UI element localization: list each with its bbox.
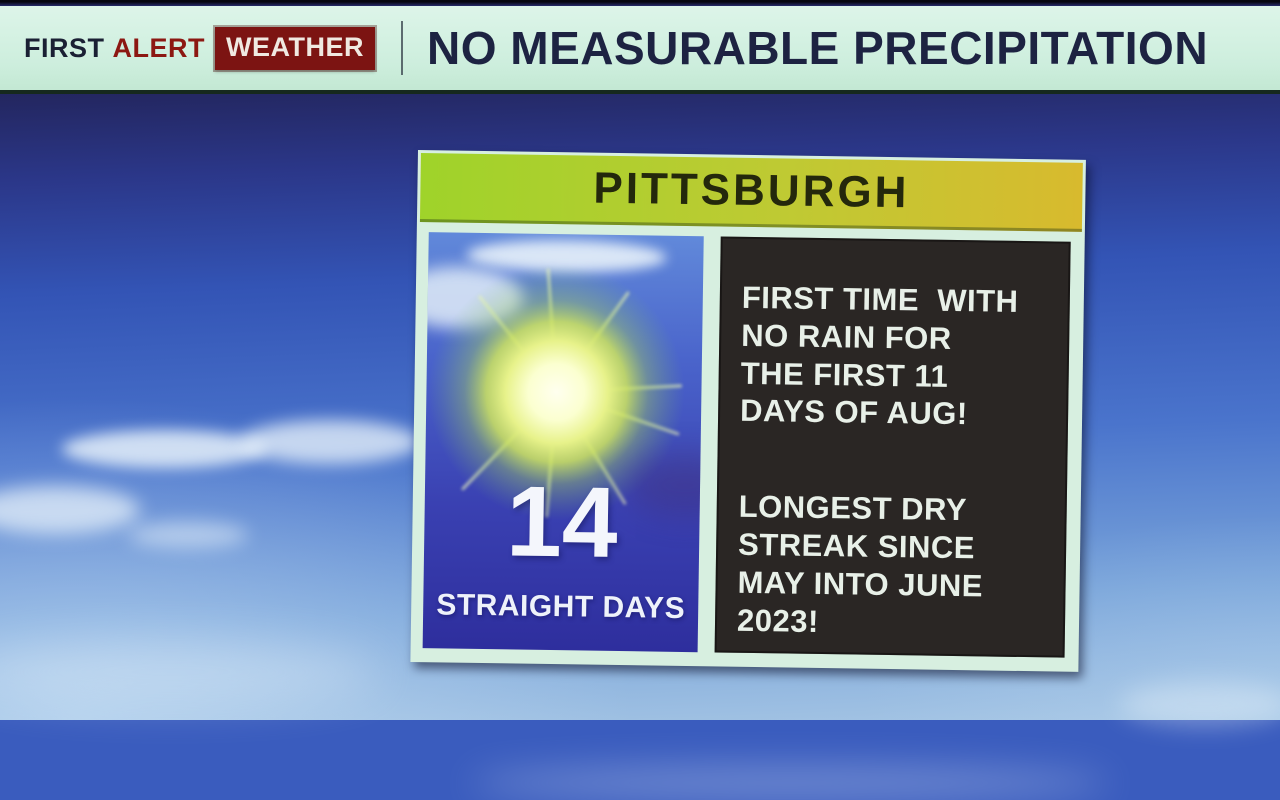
cloud-icon <box>240 420 420 464</box>
cloud-icon <box>128 522 248 548</box>
cloud-icon <box>62 430 267 468</box>
weather-graphic-card: PITTSBURGH <box>410 150 1086 672</box>
broadcast-banner: FIRST ALERT WEATHER NO MEASURABLE PRECIP… <box>0 6 1280 94</box>
screen-top-edge <box>0 0 1280 6</box>
brand-first-label: FIRST <box>24 32 105 63</box>
brand-weather-badge: WEATHER <box>215 26 375 70</box>
banner-divider <box>401 21 403 75</box>
dry-streak-count: 14 <box>505 465 619 579</box>
brand-alert-label: ALERT <box>112 32 205 63</box>
card-title-bar: PITTSBURGH <box>419 153 1083 232</box>
dry-streak-label: STRAIGHT DAYS <box>436 588 686 626</box>
first-alert-weather-logo: FIRST ALERT WEATHER <box>24 26 375 70</box>
cloud-wisp <box>0 642 380 702</box>
fact-longest-streak: LONGEST DRY STREAK SINCE MAY INTO JUNE 2… <box>736 489 984 639</box>
facts-panel: FIRST TIME WITH NO RAIN FOR THE FIRST 11… <box>714 236 1071 658</box>
cloud-wisp <box>470 766 1110 800</box>
dry-streak-stat-panel: 14 STRAIGHT DAYS <box>422 232 704 653</box>
cloud-icon <box>0 486 140 534</box>
fact-no-rain: FIRST TIME WITH NO RAIN FOR THE FIRST 11… <box>739 279 1019 432</box>
cloud-icon <box>1120 682 1280 726</box>
sun-icon <box>427 262 687 522</box>
banner-headline: NO MEASURABLE PRECIPITATION <box>427 22 1209 74</box>
city-title: PITTSBURGH <box>593 163 910 218</box>
